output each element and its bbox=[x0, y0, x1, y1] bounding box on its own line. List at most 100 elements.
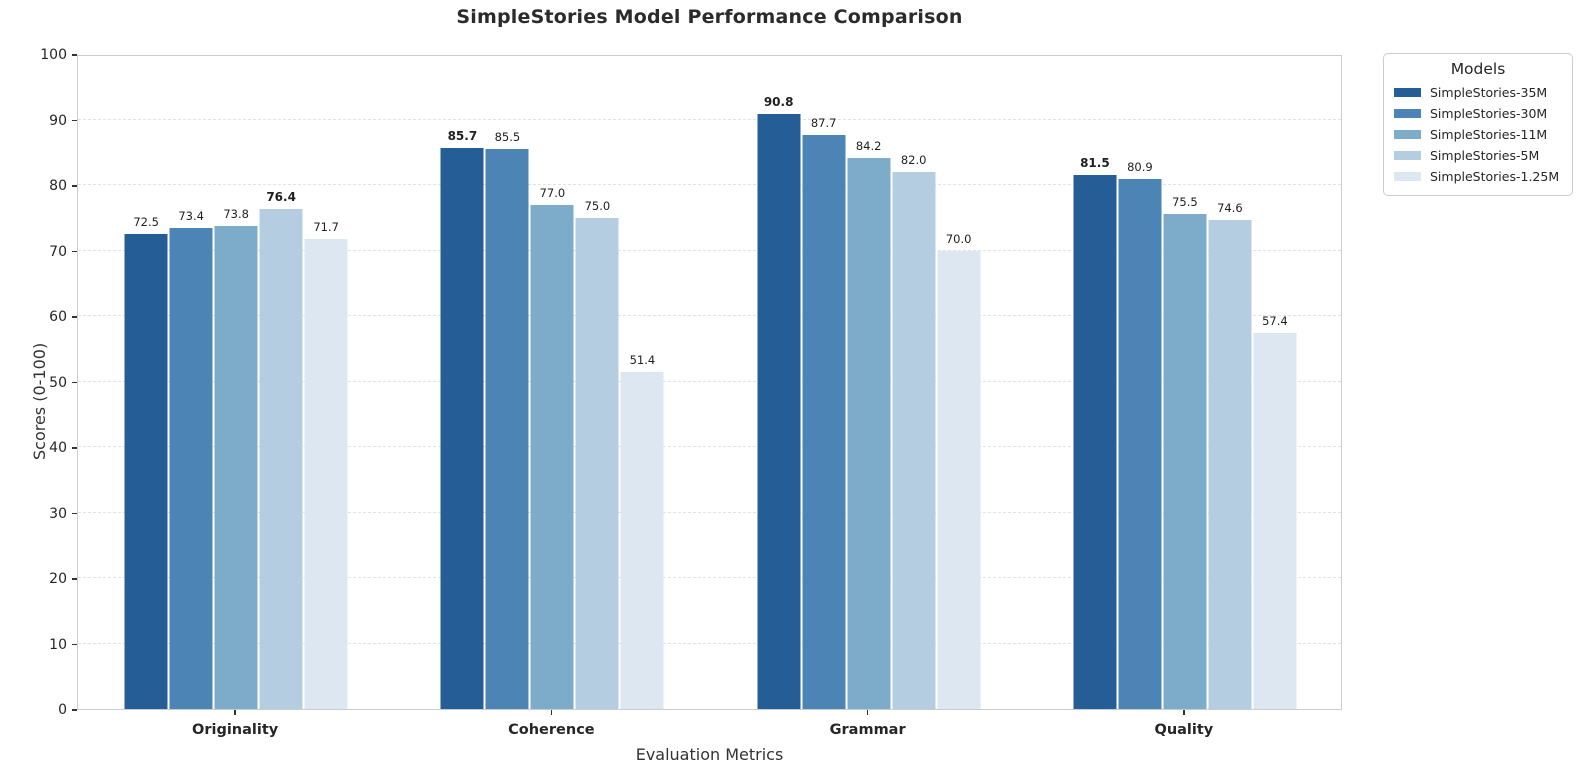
bar-value-label: 73.4 bbox=[178, 209, 204, 224]
bar-simplestories-30m-quality: 80.9 bbox=[1118, 160, 1162, 709]
x-tick-mark bbox=[234, 710, 236, 715]
chart-title: SimpleStories Model Performance Comparis… bbox=[456, 6, 963, 28]
bars-row: 72.5 73.4 73.8 76.4 71.7 bbox=[124, 56, 348, 709]
legend-label: SimpleStories-11M bbox=[1430, 127, 1548, 142]
bar-simplestories-1.25m-originality: 71.7 bbox=[304, 220, 348, 709]
bar-value-label: 77.0 bbox=[539, 185, 566, 200]
legend-swatch bbox=[1394, 151, 1421, 160]
legend-entry-simplestories-5m: SimpleStories-5M bbox=[1394, 145, 1562, 166]
y-tick-mark bbox=[72, 512, 77, 515]
bar-simplestories-5m-quality: 74.6 bbox=[1208, 201, 1252, 709]
bar-value-label: 51.4 bbox=[629, 353, 656, 368]
y-tick-mark bbox=[72, 119, 77, 122]
bar-group-quality: 81.5 80.9 75.5 74.6 57.4 bbox=[1027, 56, 1343, 709]
legend-title: Models bbox=[1450, 60, 1506, 78]
bar-value-label: 70.0 bbox=[945, 231, 972, 246]
bar-fill bbox=[485, 148, 529, 709]
bar-fill bbox=[530, 204, 574, 709]
bar-simplestories-35m-coherence: 85.7 bbox=[440, 129, 484, 709]
bar-value-label: 75.5 bbox=[1172, 195, 1198, 210]
gridline bbox=[78, 511, 1341, 513]
y-tick-label: 20 bbox=[49, 571, 67, 587]
y-tick-label: 10 bbox=[49, 636, 67, 653]
bar-fill bbox=[575, 217, 619, 709]
x-category-label-grammar: Grammar bbox=[829, 722, 906, 738]
bars-row: 90.8 87.7 84.2 82.0 70.0 bbox=[757, 56, 981, 709]
bar-fill bbox=[214, 225, 258, 709]
y-tick-label: 50 bbox=[49, 374, 67, 391]
gridline bbox=[78, 577, 1341, 578]
bar-value-label: 74.6 bbox=[1217, 201, 1243, 216]
y-tick-mark bbox=[72, 316, 77, 318]
bars-row: 85.7 85.5 77.0 75.0 51.4 bbox=[440, 56, 664, 709]
legend-swatch bbox=[1394, 109, 1421, 118]
legend-entry-simplestories-30m: SimpleStories-30M bbox=[1394, 103, 1562, 124]
legend-label: SimpleStories-1.25M bbox=[1430, 169, 1560, 184]
y-tick-label: 100 bbox=[40, 47, 67, 63]
y-tick-label: 70 bbox=[49, 243, 67, 260]
legend-swatch bbox=[1394, 172, 1421, 181]
gridline bbox=[78, 118, 1341, 120]
bar-simplestories-5m-coherence: 75.0 bbox=[575, 199, 619, 709]
bar-value-label: 72.5 bbox=[133, 215, 159, 230]
y-tick-mark bbox=[72, 250, 77, 253]
x-category-label-quality: Quality bbox=[1154, 722, 1214, 738]
bar-value-label: 87.7 bbox=[810, 115, 837, 130]
bar-simplestories-5m-originality: 76.4 bbox=[259, 190, 303, 709]
gridline bbox=[78, 315, 1341, 316]
bar-fill bbox=[937, 250, 981, 709]
bar-simplestories-35m-quality: 81.5 bbox=[1073, 156, 1117, 709]
bar-groups: 72.5 73.4 73.8 76.4 71.7 85.7 85.5 77.0 75.0 51.4… bbox=[78, 56, 1341, 709]
x-tick-mark bbox=[1183, 710, 1185, 715]
bar-fill bbox=[847, 157, 891, 709]
legend-entries: SimpleStories-35M SimpleStories-30M Simple… bbox=[1394, 82, 1562, 187]
gridline bbox=[78, 642, 1341, 644]
bar-value-label: 85.5 bbox=[494, 129, 521, 144]
bar-simplestories-11m-grammar: 84.2 bbox=[847, 139, 891, 709]
bars-row: 81.5 80.9 75.5 74.6 57.4 bbox=[1073, 56, 1297, 709]
gridline bbox=[78, 446, 1341, 447]
y-tick-mark bbox=[72, 54, 77, 56]
bar-simplestories-30m-grammar: 87.7 bbox=[802, 116, 846, 709]
legend-swatch bbox=[1394, 88, 1421, 97]
y-tick-label: 60 bbox=[49, 309, 67, 325]
y-tick-label: 80 bbox=[49, 178, 67, 194]
legend-label: SimpleStories-5M bbox=[1430, 148, 1540, 163]
bar-value-label: 76.4 bbox=[266, 189, 296, 204]
x-category-label-originality: Originality bbox=[192, 722, 279, 738]
y-tick-label: 90 bbox=[49, 112, 67, 129]
bar-fill bbox=[1208, 220, 1252, 709]
legend: Models SimpleStories-35M SimpleStories-30… bbox=[1383, 53, 1573, 196]
bar-simplestories-30m-coherence: 85.5 bbox=[485, 130, 529, 709]
bar-value-label: 73.8 bbox=[223, 206, 249, 221]
bar-fill bbox=[1118, 179, 1162, 709]
y-tick-mark bbox=[72, 643, 77, 646]
gridline bbox=[78, 184, 1341, 185]
gridline bbox=[78, 249, 1341, 251]
bar-fill bbox=[620, 372, 664, 709]
bar-group-originality: 72.5 73.4 73.8 76.4 71.7 bbox=[78, 56, 394, 709]
bar-value-label: 71.7 bbox=[313, 220, 339, 235]
bar-value-label: 84.2 bbox=[855, 138, 882, 153]
bar-fill bbox=[440, 147, 484, 709]
bar-simplestories-11m-coherence: 77.0 bbox=[530, 186, 574, 709]
bar-fill bbox=[1163, 214, 1207, 709]
bar-fill bbox=[892, 171, 936, 709]
bar-value-label: 81.5 bbox=[1080, 156, 1110, 171]
plot-area: 72.5 73.4 73.8 76.4 71.7 85.7 85.5 77.0 75.0 51.4… bbox=[77, 55, 1342, 710]
bar-fill bbox=[1253, 333, 1297, 709]
bar-simplestories-35m-grammar: 90.8 bbox=[757, 95, 801, 709]
legend-entry-simplestories-1.25m: SimpleStories-1.25M bbox=[1394, 166, 1562, 187]
bar-fill bbox=[1073, 175, 1117, 709]
bar-fill bbox=[124, 234, 168, 709]
legend-entry-simplestories-11m: SimpleStories-11M bbox=[1394, 124, 1562, 145]
bar-value-label: 90.8 bbox=[763, 95, 794, 110]
bar-value-label: 80.9 bbox=[1127, 160, 1153, 175]
x-tick-mark bbox=[550, 710, 553, 715]
bar-value-label: 82.0 bbox=[900, 152, 927, 167]
x-axis-title: Evaluation Metrics bbox=[635, 745, 784, 764]
bar-fill bbox=[259, 208, 303, 709]
y-tick-mark bbox=[72, 185, 77, 187]
bar-simplestories-11m-quality: 75.5 bbox=[1163, 195, 1207, 709]
